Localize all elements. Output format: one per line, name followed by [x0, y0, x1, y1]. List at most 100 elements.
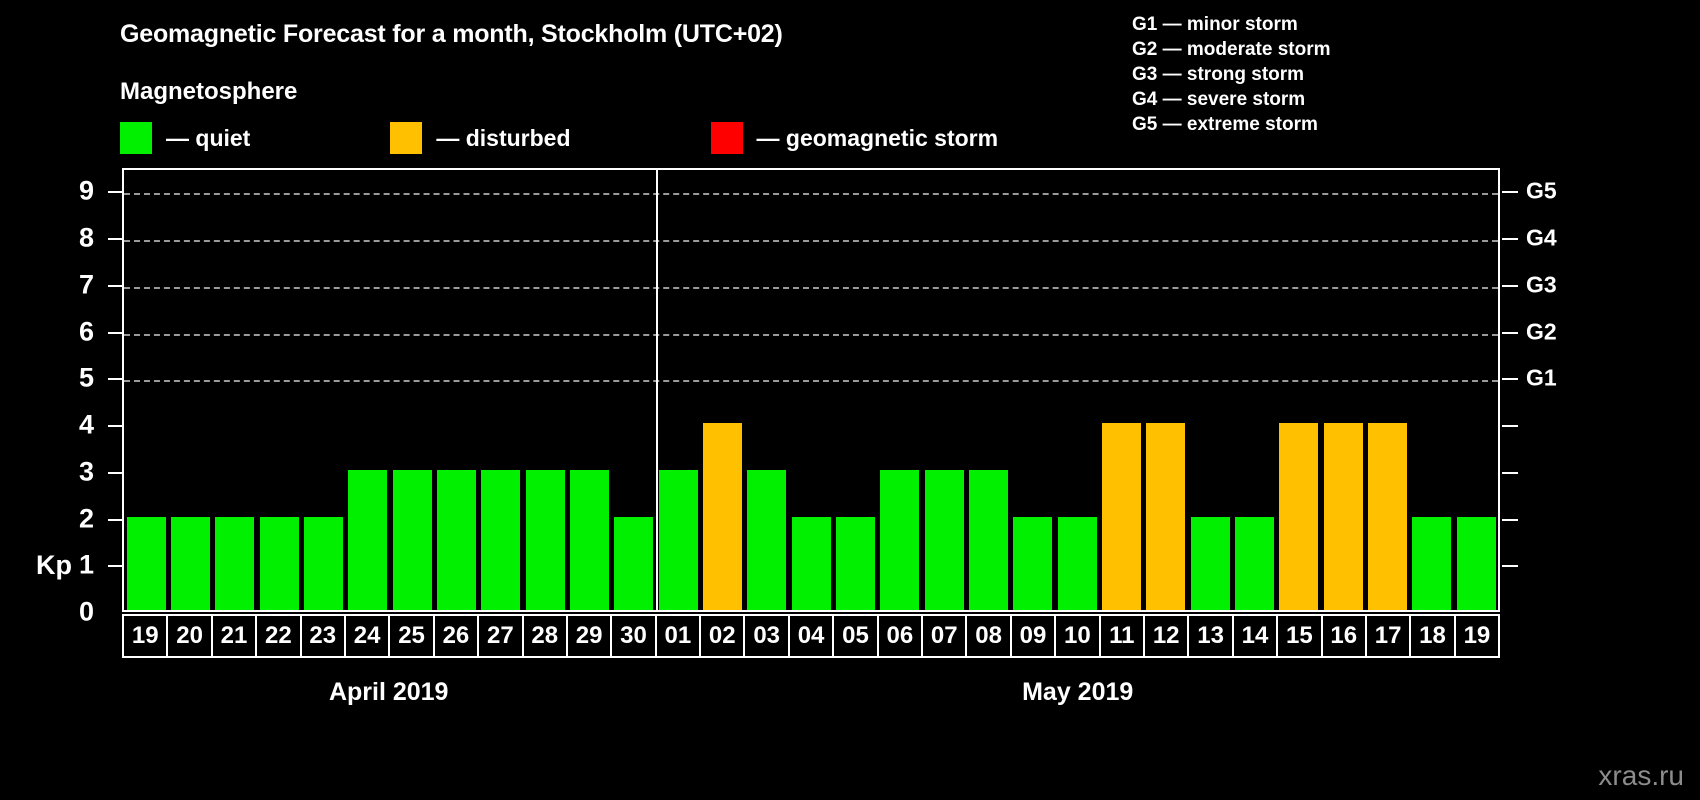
day-label[interactable]: 03 [745, 616, 790, 656]
day-label[interactable]: 05 [834, 616, 879, 656]
bar-slot[interactable] [833, 170, 877, 610]
day-label[interactable]: 19 [1456, 616, 1501, 656]
bar-slot[interactable] [1188, 170, 1232, 610]
bar-slot[interactable] [1454, 170, 1498, 610]
bar[interactable] [215, 516, 255, 610]
bar-slot[interactable] [612, 170, 656, 610]
y-axis-tick-mark [108, 378, 122, 381]
day-label[interactable]: 23 [302, 616, 346, 656]
bar-slot[interactable] [1099, 170, 1143, 610]
day-label[interactable]: 30 [612, 616, 657, 656]
bar[interactable] [835, 516, 875, 610]
bar[interactable] [392, 469, 432, 610]
gridline [124, 286, 1498, 289]
bar[interactable] [1234, 516, 1274, 610]
bar[interactable] [1456, 516, 1496, 610]
day-label[interactable]: 12 [1145, 616, 1190, 656]
bar-slot[interactable] [301, 170, 345, 610]
day-label[interactable]: 02 [701, 616, 746, 656]
bar[interactable] [1146, 423, 1186, 610]
bar-slot[interactable] [966, 170, 1010, 610]
bar[interactable] [481, 469, 521, 610]
bar[interactable] [525, 469, 565, 610]
day-label[interactable]: 10 [1056, 616, 1101, 656]
bar[interactable] [259, 516, 299, 610]
bar-slot[interactable] [745, 170, 789, 610]
day-label[interactable]: 22 [257, 616, 302, 656]
bar-slot[interactable] [1410, 170, 1454, 610]
day-label[interactable]: 15 [1278, 616, 1323, 656]
bar-slot[interactable] [1144, 170, 1188, 610]
chart-subtitle: Magnetosphere [120, 78, 298, 105]
day-label[interactable]: 20 [168, 616, 213, 656]
bar-slot[interactable] [656, 170, 700, 610]
day-label[interactable]: 11 [1101, 616, 1145, 656]
gridline [124, 193, 1498, 196]
day-label[interactable]: 18 [1411, 616, 1456, 656]
bar-slot[interactable] [168, 170, 212, 610]
bar[interactable] [1323, 423, 1363, 610]
bar-slot[interactable] [1011, 170, 1055, 610]
bar-slot[interactable] [567, 170, 611, 610]
bar[interactable] [569, 469, 609, 610]
day-label[interactable]: 06 [879, 616, 924, 656]
day-label[interactable]: 26 [435, 616, 480, 656]
bar-slot[interactable] [1232, 170, 1276, 610]
bar[interactable] [968, 469, 1008, 610]
g-axis-tick-label: G3 [1526, 271, 1557, 298]
day-label[interactable]: 09 [1012, 616, 1057, 656]
day-label[interactable]: 21 [213, 616, 258, 656]
bar[interactable] [436, 469, 476, 610]
bar-slot[interactable] [479, 170, 523, 610]
bar-slot[interactable] [1365, 170, 1409, 610]
bar[interactable] [1279, 423, 1319, 610]
day-label[interactable]: 27 [479, 616, 524, 656]
bar[interactable] [1412, 516, 1452, 610]
bar[interactable] [880, 469, 920, 610]
bar[interactable] [1367, 423, 1407, 610]
bar[interactable] [170, 516, 210, 610]
day-label[interactable]: 24 [346, 616, 391, 656]
bar-slot[interactable] [922, 170, 966, 610]
bar[interactable] [1101, 423, 1141, 610]
bar-slot[interactable] [346, 170, 390, 610]
day-label[interactable]: 01 [657, 616, 702, 656]
day-label[interactable]: 29 [568, 616, 613, 656]
bar[interactable] [303, 516, 343, 610]
day-label[interactable]: 14 [1234, 616, 1279, 656]
day-label[interactable]: 28 [524, 616, 568, 656]
bar-slot[interactable] [257, 170, 301, 610]
day-label[interactable]: 16 [1323, 616, 1367, 656]
bar[interactable] [1013, 516, 1053, 610]
gridline [124, 333, 1498, 336]
bar[interactable] [658, 469, 698, 610]
bar[interactable] [747, 469, 787, 610]
day-label[interactable]: 25 [390, 616, 435, 656]
bar[interactable] [1057, 516, 1097, 610]
day-label[interactable]: 19 [122, 616, 169, 656]
bar[interactable] [348, 469, 388, 610]
day-label[interactable]: 17 [1367, 616, 1412, 656]
day-label[interactable]: 13 [1189, 616, 1234, 656]
bar-slot[interactable] [434, 170, 478, 610]
bar-slot[interactable] [124, 170, 168, 610]
bar[interactable] [924, 469, 964, 610]
day-label[interactable]: 07 [923, 616, 968, 656]
bar-slot[interactable] [1277, 170, 1321, 610]
bar[interactable] [126, 516, 166, 610]
bar-slot[interactable] [1321, 170, 1365, 610]
bar[interactable] [614, 516, 654, 610]
bar-slot[interactable] [700, 170, 744, 610]
bar[interactable] [791, 516, 831, 610]
bar-slot[interactable] [213, 170, 257, 610]
g-scale-row: G2 — moderate storm [1132, 39, 1331, 60]
day-label[interactable]: 04 [790, 616, 835, 656]
day-label[interactable]: 08 [967, 616, 1012, 656]
bar[interactable] [702, 423, 742, 610]
bar-slot[interactable] [789, 170, 833, 610]
bar-slot[interactable] [1055, 170, 1099, 610]
bar-slot[interactable] [523, 170, 567, 610]
bar[interactable] [1190, 516, 1230, 610]
bar-slot[interactable] [878, 170, 922, 610]
bar-slot[interactable] [390, 170, 434, 610]
